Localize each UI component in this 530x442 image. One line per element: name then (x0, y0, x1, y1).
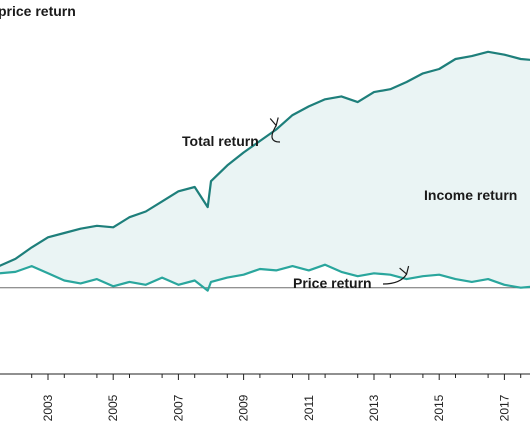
x-tick-label: 2017 (497, 394, 511, 421)
x-tick-label: 2007 (171, 394, 185, 421)
x-axis: 2003 2005 2007 2009 2011 2013 2015 2017 (0, 373, 530, 421)
x-tick-label: 2015 (432, 394, 446, 421)
x-tick-label: 2003 (41, 394, 55, 421)
x-tick-label: 2005 (106, 394, 120, 421)
annotations: Total return Price return Income return (182, 117, 517, 291)
chart-title: price return (0, 3, 76, 19)
annotation-total-return-arrow (269, 117, 281, 143)
income-return-area (0, 51, 530, 291)
x-tick-label: 2009 (237, 394, 251, 421)
x-tick-label: 2013 (367, 394, 381, 421)
plot-area (0, 50, 530, 292)
annotation-price-return: Price return (293, 275, 372, 291)
annotation-income-return: Income return (424, 187, 517, 203)
x-tick-label: 2011 (302, 395, 316, 421)
annotation-price-return-arrow (382, 265, 410, 285)
annotation-total-return: Total return (182, 133, 259, 149)
price-return-line (0, 263, 530, 292)
total-return-line (0, 50, 530, 267)
